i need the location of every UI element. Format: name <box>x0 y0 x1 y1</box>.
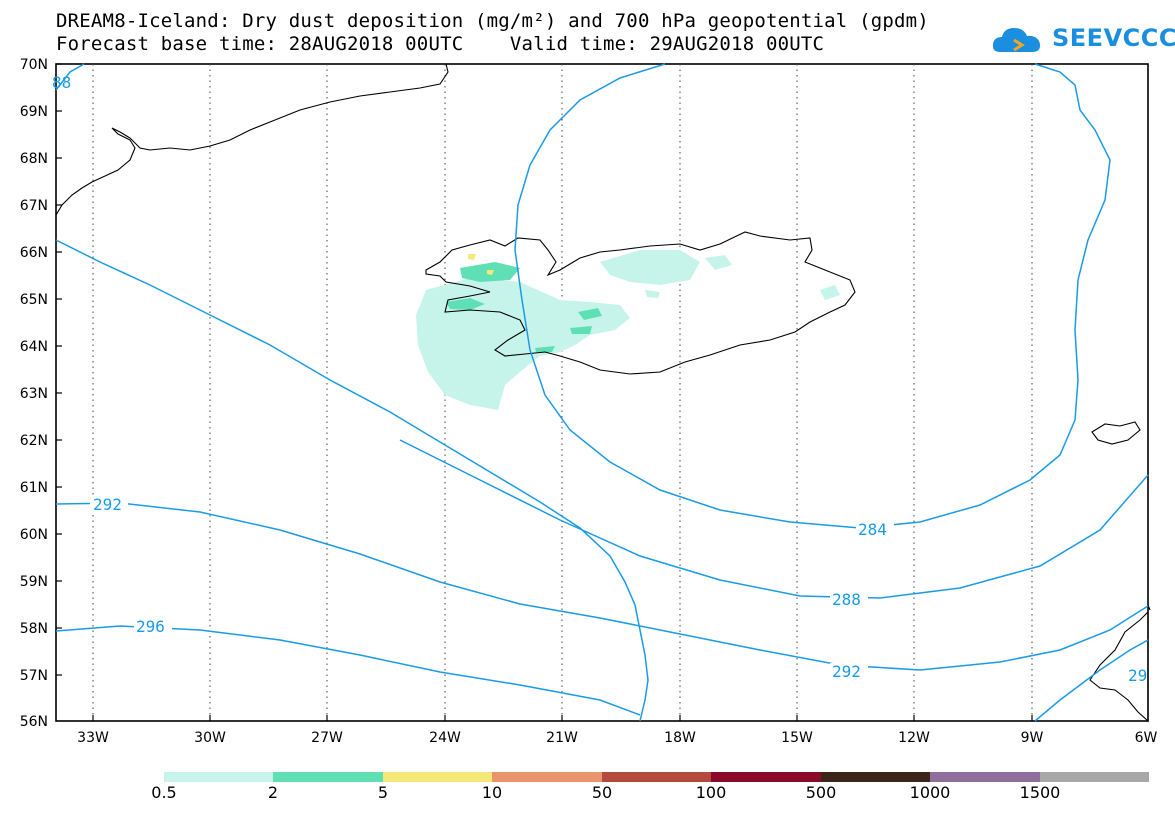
lon-label: 9W <box>1021 730 1044 746</box>
lat-label: 64N <box>20 339 48 355</box>
lon-label: 21W <box>546 730 578 746</box>
lat-label: 62N <box>20 433 48 449</box>
legend-swatch <box>821 772 930 782</box>
axis-ticks <box>56 63 1033 721</box>
lat-label: 60N <box>20 527 48 543</box>
lon-label: 15W <box>781 730 813 746</box>
contour-label-292-right: 292 <box>832 662 861 681</box>
dust-deposition-shading <box>416 250 840 410</box>
lat-label: 69N <box>20 104 48 120</box>
lat-label: 56N <box>20 714 48 730</box>
lat-label: 57N <box>20 668 48 684</box>
logo-text: SEEVCCC <box>1052 24 1175 52</box>
legend-label: 50 <box>591 783 613 802</box>
longitude-gridlines <box>92 64 1033 721</box>
contour-label-29-edge: 29 <box>1128 666 1147 685</box>
lon-label: 6W <box>1135 730 1158 746</box>
contour-label-88: 88 <box>52 73 71 92</box>
coastlines <box>55 63 1151 723</box>
contour-label-284: 284 <box>858 520 887 539</box>
lat-label: 66N <box>20 245 48 261</box>
legend-swatch <box>383 772 492 782</box>
lat-label: 70N <box>20 57 48 73</box>
legend-swatch <box>273 772 383 782</box>
lon-label: 18W <box>664 730 696 746</box>
geopotential-contours <box>55 63 1149 722</box>
lat-label: 59N <box>20 574 48 590</box>
contour-label-288: 288 <box>832 590 861 609</box>
legend-swatch <box>602 772 711 782</box>
contour-labels: 88 292 296 284 288 292 29 <box>52 73 1147 685</box>
legend-swatch <box>164 772 273 782</box>
legend-label: 1000 <box>909 783 951 802</box>
legend-label: 1500 <box>1019 783 1061 802</box>
forecast-time-line: Forecast base time: 28AUG2018 00UTC Vali… <box>56 33 825 55</box>
lat-label: 65N <box>20 292 48 308</box>
legend-label: 5 <box>377 783 389 802</box>
legend-label: 2 <box>267 783 279 802</box>
contour-label-296: 296 <box>136 617 165 636</box>
longitude-labels: 33W 30W 27W 24W 21W 18W 15W 12W 9W 6W <box>77 730 1157 746</box>
lat-label: 63N <box>20 386 48 402</box>
lon-label: 33W <box>77 730 109 746</box>
cloud-logo-icon <box>992 28 1041 52</box>
lon-label: 12W <box>898 730 930 746</box>
lat-label: 58N <box>20 621 48 637</box>
legend-label: 100 <box>695 783 727 802</box>
plot-frame <box>55 63 1149 722</box>
legend-swatch <box>930 772 1040 782</box>
legend-swatch <box>711 772 821 782</box>
latitude-labels: 70N 69N 68N 67N 66N 65N 64N 63N 62N 61N … <box>20 57 48 730</box>
lat-label: 68N <box>20 151 48 167</box>
lat-label: 67N <box>20 198 48 214</box>
legend-swatch <box>1040 772 1149 782</box>
legend-label: 0.5 <box>151 783 177 802</box>
map-title: DREAM8-Iceland: Dry dust deposition (mg/… <box>56 10 929 32</box>
legend-label: 10 <box>481 783 503 802</box>
contour-label-292-left: 292 <box>93 495 122 514</box>
legend-label: 500 <box>805 783 837 802</box>
lon-label: 24W <box>429 730 461 746</box>
legend-swatch <box>492 772 602 782</box>
lon-label: 30W <box>194 730 226 746</box>
lat-label: 61N <box>20 480 48 496</box>
lon-label: 27W <box>311 730 343 746</box>
